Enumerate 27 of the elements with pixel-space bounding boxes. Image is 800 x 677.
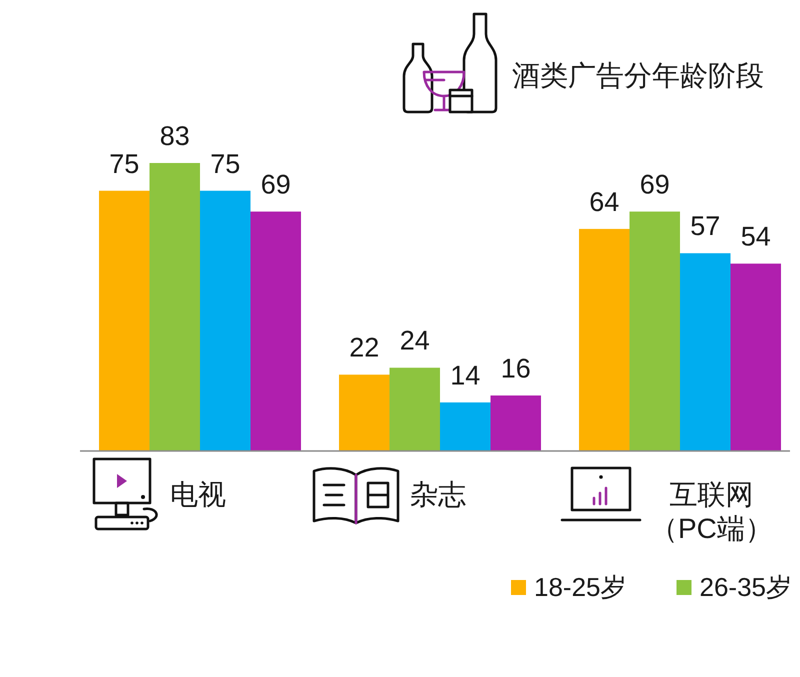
data-label: 16 [500, 353, 531, 384]
bar [680, 253, 730, 451]
data-label: 54 [740, 222, 771, 252]
bar [339, 374, 390, 451]
bar [390, 368, 440, 451]
data-label: 64 [589, 186, 620, 217]
bar [200, 190, 250, 451]
data-label: 22 [349, 332, 380, 363]
bar [630, 212, 680, 451]
data-label: 24 [400, 326, 430, 356]
chart-title: 酒类广告分年龄阶段 [512, 60, 764, 91]
legend-label: 26-35岁 [700, 572, 792, 602]
data-label: 75 [210, 148, 240, 179]
data-label: 75 [109, 148, 140, 179]
data-label: 83 [160, 121, 190, 151]
bar [440, 402, 490, 451]
bar [150, 163, 200, 451]
data-label: 57 [690, 211, 720, 242]
bar [579, 228, 630, 451]
bar [99, 190, 150, 451]
legend-label: 18-25岁 [534, 572, 626, 602]
bar [250, 212, 301, 451]
data-label: 69 [260, 170, 291, 200]
bar [730, 264, 781, 451]
bar [490, 395, 541, 451]
data-label: 69 [640, 170, 670, 200]
data-label: 14 [450, 360, 480, 390]
